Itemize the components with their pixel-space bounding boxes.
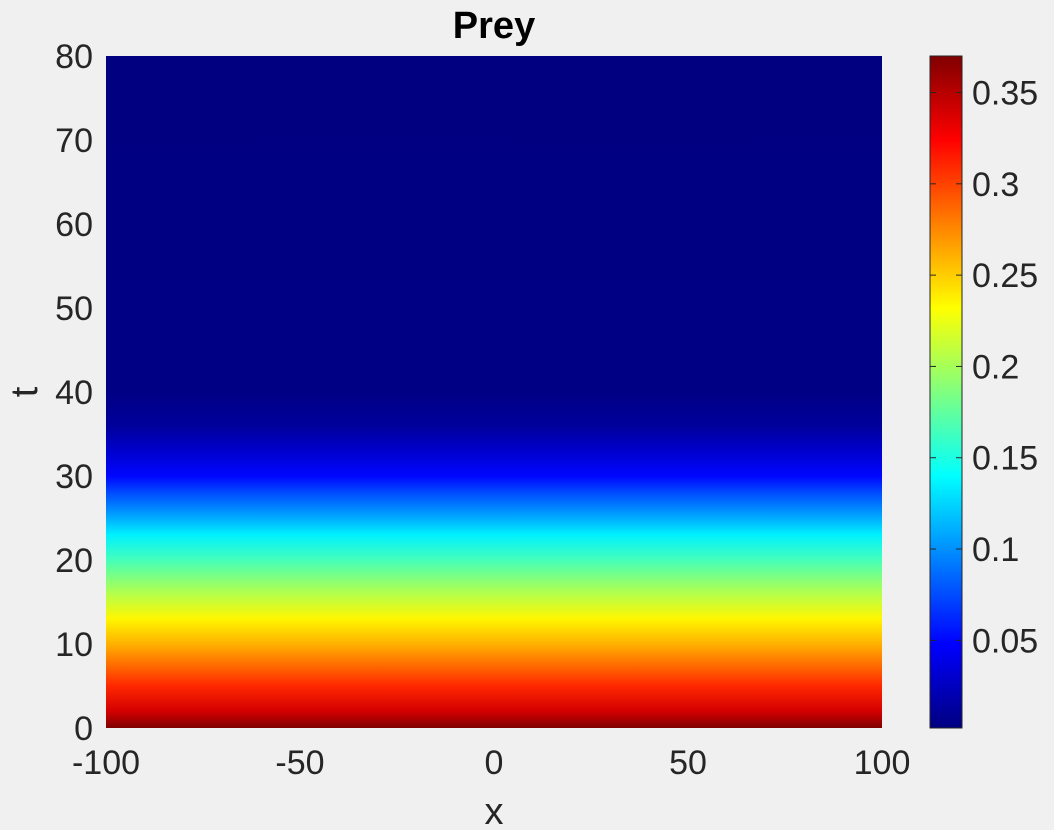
y-tick-label: 30 — [55, 458, 93, 496]
x-tick-label: -50 — [275, 744, 324, 782]
y-tick-label: 80 — [55, 38, 93, 76]
colorbar-strip — [929, 55, 963, 729]
colorbar-tick-label: 0.05 — [972, 622, 1038, 660]
y-tick-label: 40 — [55, 374, 93, 412]
plot-area — [106, 56, 882, 728]
y-tick-label: 70 — [55, 122, 93, 160]
colorbar-tick-label: 0.15 — [972, 440, 1038, 478]
x-tick-label: -100 — [72, 744, 140, 782]
y-tick-label: 20 — [55, 542, 93, 580]
colorbar-tick-label: 0.1 — [972, 531, 1019, 569]
x-axis-ticks: -100 -50 0 50 100 — [72, 744, 910, 782]
colorbar-ticks: 0.05 0.1 0.15 0.2 0.25 0.3 0.35 — [930, 75, 1038, 660]
colorbar-tick-label: 0.25 — [972, 257, 1038, 295]
colorbar-tick-label: 0.35 — [972, 75, 1038, 113]
x-tick-label: 50 — [669, 744, 707, 782]
x-tick-label: 100 — [854, 744, 911, 782]
chart-title: Prey — [453, 5, 535, 47]
y-tick-label: 0 — [74, 710, 93, 748]
colorbar: 0.05 0.1 0.15 0.2 0.25 0.3 0.35 — [929, 55, 1038, 729]
y-axis-label: t — [4, 386, 46, 397]
x-axis-label: x — [485, 791, 504, 830]
colorbar-tick-label: 0.3 — [972, 166, 1019, 204]
y-axis-ticks: 0 10 20 30 40 50 60 70 80 — [55, 38, 93, 748]
colorbar-tick-label: 0.2 — [972, 348, 1019, 386]
y-tick-label: 10 — [55, 626, 93, 664]
y-tick-label: 50 — [55, 290, 93, 328]
heatmap-surface — [106, 56, 882, 728]
x-tick-label: 0 — [485, 744, 504, 782]
y-tick-label: 60 — [55, 206, 93, 244]
